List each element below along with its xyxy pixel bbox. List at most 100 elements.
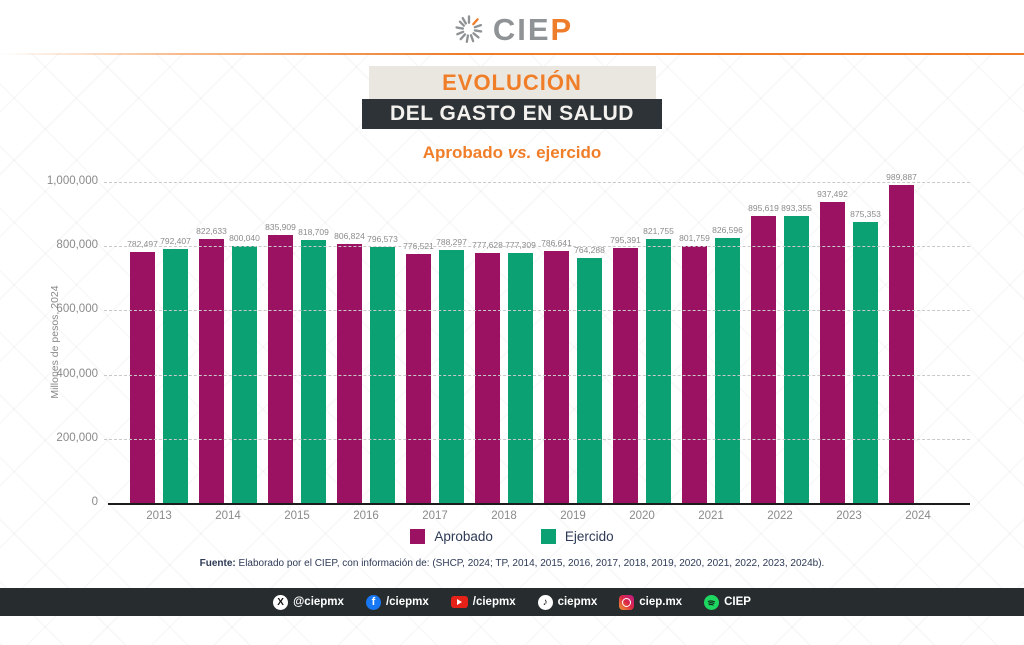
bar-ejercido-2020 [646,239,671,503]
x-tick-label: 2024 [905,510,931,522]
bar-value-label: 989,887 [886,172,917,183]
header-band [0,0,1024,53]
social-item-youtube[interactable]: /ciepmx [450,596,516,608]
social-item-spotify[interactable]: CIEP [704,594,751,610]
social-handle: /ciepmx [472,596,516,608]
gridline [104,182,970,183]
social-handle: ciepmx [557,596,598,608]
facebook-icon: f [365,594,381,610]
bar-value-label: 788,297 [436,236,467,247]
x-tick-label: 2021 [698,510,724,522]
bar-value-label: 835,909 [265,221,296,232]
chart-legend: Aprobado Ejercido [0,529,1024,544]
spotify-icon [704,594,720,610]
social-handle: ciep.mx [639,596,683,608]
social-handle: CIEP [724,596,751,608]
social-bar: X @ciepmx f /ciepmx /ciepmx ♪ ciepmx cie… [0,588,1024,616]
source-note: Fuente: Elaborado por el CIEP, con infor… [199,558,825,569]
bar-ejercido-2018 [508,253,533,503]
bar-value-label: 821,755 [643,226,674,237]
x-tick-label: 2022 [767,510,793,522]
y-tick-label: 0 [91,496,98,508]
tiktok-icon: ♪ [537,594,553,610]
instagram-icon [619,594,635,610]
x-axis-line [108,503,970,505]
title-band-evolucion: EVOLUCIÓN [368,66,656,99]
bar-ejercido-2015 [301,240,326,503]
legend-item-aprobado: Aprobado [410,529,493,544]
x-icon: X [273,594,289,610]
x-tick-label: 2018 [491,510,517,522]
bar-value-label: 822,633 [196,225,227,236]
bar-value-label: 806,824 [334,231,365,242]
bar-aprobado-2022 [751,215,776,503]
bar-ejercido-2017 [439,249,464,503]
x-tick-label: 2015 [284,510,310,522]
bar-value-label: 937,492 [817,189,848,200]
starburst-icon [451,11,487,47]
bar-ejercido-2022 [784,216,809,503]
bar-aprobado-2019 [544,250,569,503]
chart-subtitle: Aprobado vs. ejercido [422,143,602,162]
bar-value-label: 801,759 [679,232,710,243]
bar-value-label: 777,628 [472,240,503,251]
legend-label: Ejercido [564,529,614,544]
legend-item-ejercido: Ejercido [540,529,614,544]
bar-value-label: 792,407 [160,235,191,246]
social-item-tiktok[interactable]: ♪ ciepmx [537,594,598,610]
logo-text: CIEP [492,11,574,47]
bar-value-label: 777,309 [505,240,536,251]
legend-label: Aprobado [434,529,493,544]
legend-swatch [410,529,426,544]
bar-aprobado-2021 [682,245,707,503]
social-item-instagram[interactable]: ciep.mx [619,594,683,610]
y-tick-label: 600,000 [56,303,98,316]
title-line1: EVOLUCIÓN [442,69,582,95]
y-axis-title: Millones de pesos, 2024 [49,285,61,399]
bar-value-label: 826,596 [712,224,743,235]
bar-aprobado-2015 [268,234,293,503]
social-item-facebook[interactable]: f /ciepmx [365,594,429,610]
header-divider [0,53,1024,55]
bar-aprobado-2016 [337,244,362,503]
social-item-x[interactable]: X @ciepmx [273,594,344,610]
bar-chart: Millones de pesos, 2024 782,497 792,407 82… [0,170,1024,522]
ciep-logo: CIEP [0,8,1024,50]
x-tick-label: 2020 [629,510,655,522]
bar-aprobado-2023 [820,202,845,503]
gridline [104,374,970,376]
y-tick-label: 1,000,000 [46,175,98,187]
bar-ejercido-2019 [577,257,602,503]
social-handle: /ciepmx [385,596,429,608]
bar-value-label: 782,497 [127,238,158,249]
bar-aprobado-2017 [406,253,431,503]
bar-ejercido-2023 [853,222,878,503]
title-block: EVOLUCIÓN DEL GASTO EN SALUD Aprobado vs… [0,66,1024,163]
bar-value-label: 893,355 [781,203,812,214]
youtube-icon [450,596,468,608]
social-handle: @ciepmx [293,596,344,608]
gridline [104,246,970,248]
y-tick-label: 800,000 [56,239,98,252]
bar-value-label: 764,288 [574,244,605,255]
gridline [104,438,970,440]
title-band-gasto-salud: DEL GASTO EN SALUD [362,99,662,129]
bar-value-label: 776,521 [403,240,434,251]
bar-aprobado-2018 [475,253,500,503]
x-tick-label: 2017 [422,510,448,522]
bar-value-label: 796,573 [367,234,398,245]
bar-aprobado-2014 [199,238,224,503]
x-tick-label: 2013 [146,510,172,522]
legend-swatch [540,529,556,544]
y-tick-label: 200,000 [56,431,98,444]
bar-aprobado-2024 [889,185,914,503]
bar-aprobado-2013 [130,251,155,503]
x-tick-label: 2023 [836,510,862,522]
x-tick-label: 2016 [353,510,379,522]
bar-value-label: 800,040 [229,233,260,244]
chart-plot-area: 782,497 792,407 822,633 800,040 835,909 818,7… [108,172,970,505]
bar-value-label: 818,709 [298,227,329,238]
x-tick-label: 2019 [560,510,586,522]
bar-ejercido-2013 [163,248,188,503]
bar-value-label: 786,641 [541,237,572,248]
